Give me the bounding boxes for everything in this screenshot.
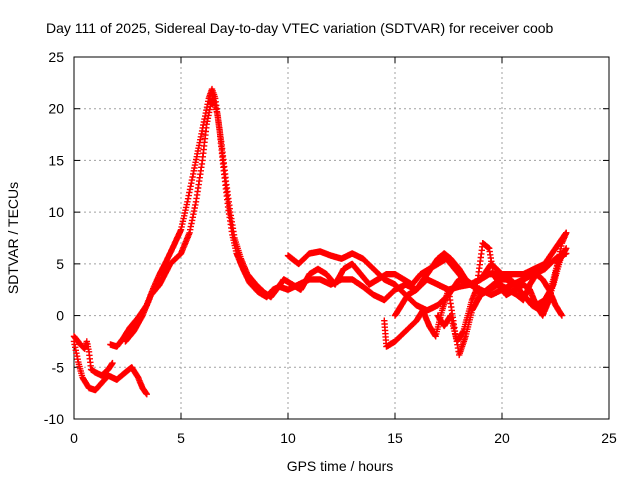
y-tick-label: 5	[56, 256, 64, 272]
y-tick-label: 10	[48, 204, 64, 220]
series-track-c	[107, 85, 570, 350]
x-tick-label: 25	[601, 430, 617, 446]
series-track-b	[70, 333, 116, 379]
y-tick-label: -5	[52, 359, 65, 375]
y-tick-label: 20	[48, 101, 64, 117]
x-tick-label: 10	[280, 430, 296, 446]
plus-markers-track-h	[434, 240, 566, 345]
y-axis-label: SDTVAR / TECUs	[5, 182, 21, 294]
x-tick-label: 5	[177, 430, 185, 446]
y-tick-label: 15	[48, 152, 64, 168]
plot-frame	[73, 56, 610, 420]
plus-markers-track-b	[70, 333, 116, 379]
grid	[74, 57, 609, 419]
x-tick-label: 20	[494, 430, 510, 446]
x-tick-label: 0	[70, 430, 78, 446]
y-tick-label: 0	[56, 308, 64, 324]
series-track-a	[70, 338, 150, 398]
y-tick-label: -10	[44, 411, 64, 427]
x-tick-label: 15	[387, 430, 403, 446]
x-axis-label: GPS time / hours	[287, 458, 394, 474]
data-markers	[70, 85, 570, 398]
axis-ticks: 0 5 10 15 20 25 -10 -5 0 5 10 15 20 25	[44, 49, 617, 446]
plus-markers-track-a	[70, 338, 150, 398]
chart-title: Day 111 of 2025, Sidereal Day-to-day VTE…	[46, 20, 554, 36]
series-track-h	[434, 240, 566, 345]
y-tick-label: 25	[48, 49, 64, 65]
plus-markers-track-c	[107, 85, 570, 350]
